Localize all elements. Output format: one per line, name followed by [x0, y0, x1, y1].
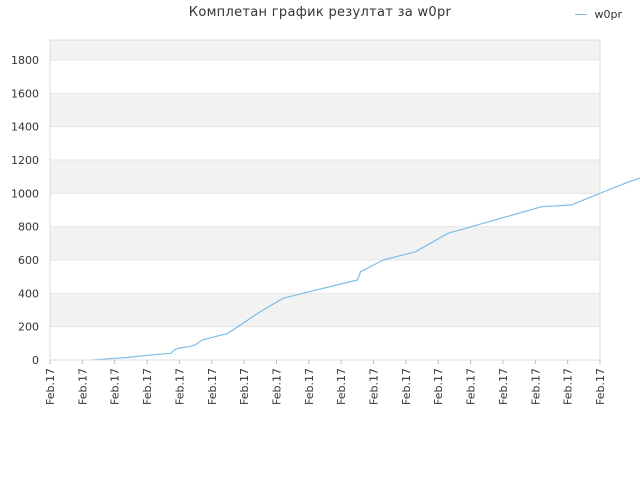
y-tick-label: 200 — [18, 321, 39, 334]
grid-band — [50, 126, 600, 160]
y-tick-label: 1400 — [11, 121, 39, 134]
x-tick-label: Feb.17 — [270, 368, 283, 405]
y-tick-label: 1000 — [11, 187, 39, 200]
y-tick-label: 1600 — [11, 87, 39, 100]
grid-band — [50, 226, 600, 260]
legend-swatch — [574, 14, 587, 15]
x-tick-label: Feb.17 — [465, 368, 478, 405]
x-tick-label: Feb.17 — [529, 368, 542, 405]
y-tick-label: 800 — [18, 221, 39, 234]
x-tick-label: Feb.17 — [368, 368, 381, 405]
grid-band — [50, 93, 600, 127]
grid-band — [50, 326, 600, 360]
y-tick-label: 600 — [18, 254, 39, 267]
x-tick-label: Feb.17 — [432, 368, 445, 405]
x-tick-label: Feb.17 — [594, 368, 607, 405]
series-line-w0pr — [92, 177, 640, 361]
x-tick-label: Feb.17 — [562, 368, 575, 405]
x-tick-label: Feb.17 — [206, 368, 219, 405]
grid-band — [50, 160, 600, 194]
legend-label: w0pr — [594, 8, 623, 21]
x-tick-label: Feb.17 — [141, 368, 154, 405]
x-tick-label: Feb.17 — [497, 368, 510, 405]
x-tick-label: Feb.17 — [238, 368, 251, 405]
chart-title: Комплетан график резултат за w0pr — [188, 5, 452, 20]
x-tick-label: Feb.17 — [109, 368, 122, 405]
plot-frame — [49, 39, 601, 361]
grid-band — [50, 60, 600, 94]
x-tick-label: Feb.17 — [44, 368, 57, 405]
grid-band — [50, 40, 600, 60]
y-tick-label: 0 — [32, 354, 39, 367]
grid-band — [50, 193, 600, 227]
x-tick-label: Feb.17 — [400, 368, 413, 405]
y-tick-label: 1800 — [11, 54, 39, 67]
y-tick-label: 1200 — [11, 154, 39, 167]
x-tick-label: Feb.17 — [76, 368, 89, 405]
x-tick-label: Feb.17 — [303, 368, 316, 405]
x-tick-label: Feb.17 — [173, 368, 186, 405]
legend: w0pr — [574, 8, 623, 21]
grid-band — [50, 293, 600, 327]
y-tick-label: 400 — [18, 287, 39, 300]
x-tick-label: Feb.17 — [335, 368, 348, 405]
